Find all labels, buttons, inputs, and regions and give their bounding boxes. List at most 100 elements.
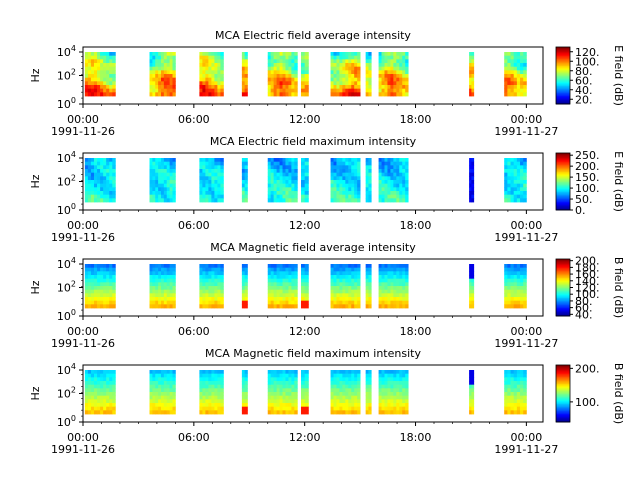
heat-cell xyxy=(112,77,116,82)
heat-cell xyxy=(172,165,176,170)
heat-cell xyxy=(158,304,162,309)
heat-cell xyxy=(205,92,209,97)
heat-cell xyxy=(368,70,372,75)
heat-cell xyxy=(84,388,89,393)
x-tick-label: 06:00 xyxy=(178,325,210,338)
heat-cell xyxy=(504,278,508,283)
heat-cell xyxy=(244,282,248,287)
heat-cell xyxy=(208,381,212,386)
heat-cell xyxy=(387,165,391,170)
heat-cell xyxy=(348,286,352,291)
heat-cell xyxy=(208,300,212,305)
heat-cell xyxy=(87,377,92,382)
colorbar-step xyxy=(556,297,570,300)
colorbar-tick-label: 100. xyxy=(575,288,600,301)
date-end-label: 1991-11-27 xyxy=(494,443,558,456)
heat-cell xyxy=(381,410,385,415)
data-interval xyxy=(199,158,224,203)
heat-cell xyxy=(93,161,98,166)
heat-cell xyxy=(158,264,162,269)
heat-cell xyxy=(161,282,165,287)
heat-cell xyxy=(273,198,278,203)
data-interval xyxy=(199,52,224,97)
heat-cell xyxy=(109,169,113,174)
heat-cell xyxy=(381,381,385,386)
heat-cell xyxy=(396,297,400,302)
heat-cell xyxy=(244,161,248,166)
y-tick-label: 100 xyxy=(57,202,76,217)
heat-cell xyxy=(471,388,475,393)
colorbar-step xyxy=(556,303,570,306)
heat-cell xyxy=(100,406,104,411)
heat-cell xyxy=(282,161,286,166)
heat-cell xyxy=(214,198,218,203)
heat-cell xyxy=(357,81,361,86)
heat-cell xyxy=(405,169,409,174)
heat-cell xyxy=(405,92,409,97)
heat-cell xyxy=(368,300,372,305)
heat-cell xyxy=(270,183,275,188)
heat-cell xyxy=(510,278,515,283)
heat-cell xyxy=(330,267,334,272)
heat-cell xyxy=(516,275,521,280)
heat-cell xyxy=(368,278,372,283)
heat-cell xyxy=(220,158,224,163)
heat-cell xyxy=(155,180,159,185)
heat-cell xyxy=(84,176,89,181)
heat-cell xyxy=(109,300,113,305)
colorbar-step xyxy=(556,384,570,387)
heat-cell xyxy=(378,198,382,203)
heat-cell xyxy=(513,286,518,291)
heat-cell xyxy=(357,286,361,291)
heat-cell xyxy=(387,52,391,57)
heat-cell xyxy=(405,282,409,287)
heat-cell xyxy=(158,198,162,203)
heat-cell xyxy=(152,183,156,188)
heat-cell xyxy=(166,158,171,163)
heat-cell xyxy=(100,304,104,309)
heat-cell xyxy=(273,392,278,397)
heat-cell xyxy=(348,297,352,302)
heat-cell xyxy=(504,70,508,75)
heat-cell xyxy=(112,194,116,199)
heat-cell xyxy=(199,399,203,404)
heat-cell xyxy=(345,293,349,298)
heat-cell xyxy=(523,161,527,166)
heat-cell xyxy=(399,406,403,411)
heat-cell xyxy=(365,297,369,302)
heat-cell xyxy=(504,286,508,291)
heat-cell xyxy=(199,55,203,60)
heat-cell xyxy=(205,286,209,291)
heat-cell xyxy=(208,158,212,163)
heat-cell xyxy=(220,169,224,174)
heat-cell xyxy=(273,191,278,196)
heat-cell xyxy=(300,77,306,82)
heat-cell xyxy=(93,403,98,408)
heat-cell xyxy=(381,55,385,60)
heat-cell xyxy=(471,377,475,382)
heat-cell xyxy=(399,198,403,203)
heat-cell xyxy=(211,370,215,375)
heat-cell xyxy=(158,88,162,93)
heat-cell xyxy=(336,392,340,397)
heat-cell xyxy=(169,267,173,272)
heat-cell xyxy=(345,165,349,170)
heat-cell xyxy=(161,399,165,404)
heat-cell xyxy=(384,187,388,192)
heat-cell xyxy=(93,297,98,302)
heat-cell xyxy=(169,388,173,393)
heat-cell xyxy=(149,70,153,75)
heat-cell xyxy=(214,293,218,298)
heat-cell xyxy=(368,63,372,68)
heat-cell xyxy=(282,264,286,269)
heat-cell xyxy=(390,77,394,82)
heat-cell xyxy=(378,74,382,79)
heat-cell xyxy=(405,388,409,393)
colorbar-step xyxy=(556,56,570,59)
heat-cell xyxy=(300,297,306,302)
heat-cell xyxy=(285,198,289,203)
heat-cell xyxy=(348,55,352,60)
heat-cell xyxy=(348,158,352,163)
heat-cell xyxy=(368,282,372,287)
heat-cell xyxy=(112,370,116,375)
